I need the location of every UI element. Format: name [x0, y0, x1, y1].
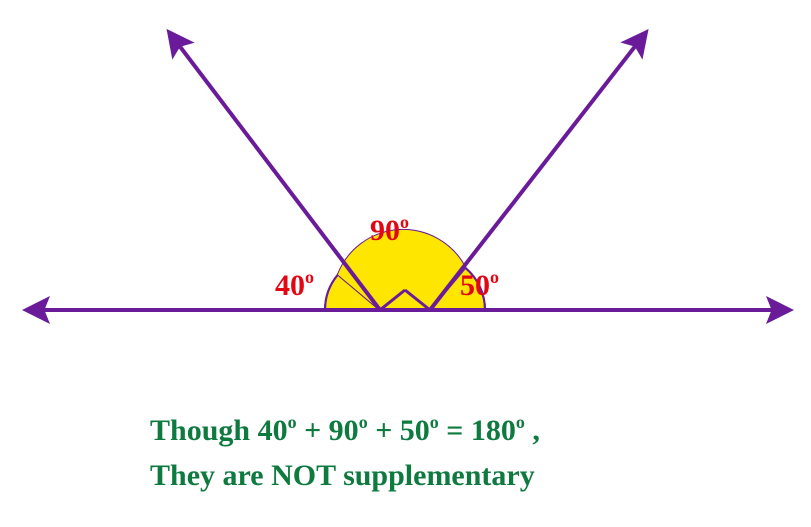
caption-line-2: They are NOT supplementary [150, 459, 535, 492]
label-40: 40o [275, 267, 314, 302]
angle-diagram: 40o 90o 50o Though 40o + 90o + 50o = 180… [0, 0, 811, 527]
caption-line-1: Though 40o + 90o + 50o = 180o , [150, 412, 540, 447]
label-50: 50o [460, 267, 499, 302]
